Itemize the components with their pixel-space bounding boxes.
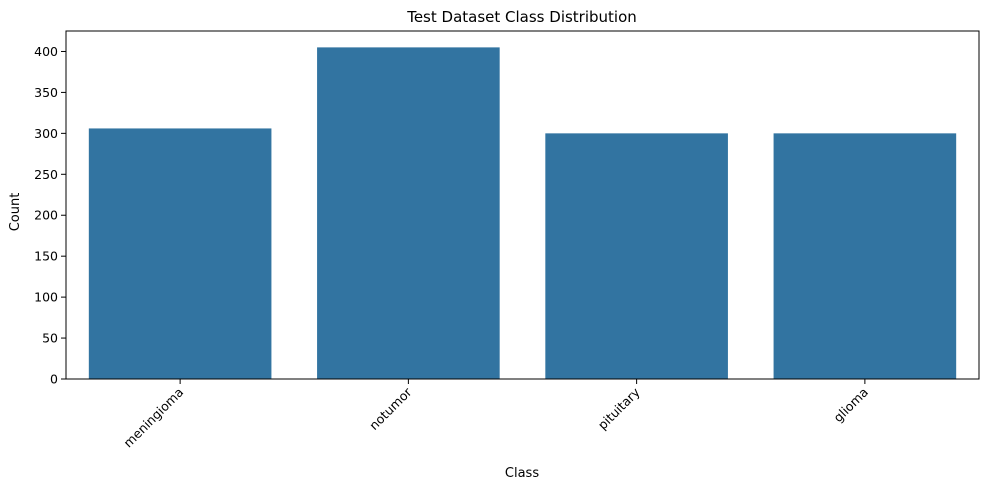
chart-title: Test Dataset Class Distribution	[406, 8, 637, 26]
bars	[88, 47, 957, 380]
y-tick-label: 400	[34, 44, 58, 59]
bar-meningioma	[88, 128, 272, 379]
y-tick-label: 300	[34, 126, 58, 141]
plot-frame	[65, 30, 980, 380]
bar-notumor	[317, 47, 500, 380]
y-tick-label: 50	[42, 331, 58, 346]
x-axis-label: Class	[505, 466, 539, 481]
y-tick-label: 250	[34, 167, 58, 182]
bar-pituitary	[545, 133, 728, 379]
bar-glioma	[773, 133, 957, 379]
y-tick-label: 100	[34, 290, 58, 305]
x-tick-label: meningioma	[120, 385, 186, 451]
x-tick-label: pituitary	[595, 384, 643, 432]
y-tick-label: 200	[34, 208, 58, 223]
y-axis-label: Count	[8, 193, 23, 232]
y-axis: 0 50 100 150 200 250 300 350 400	[34, 44, 66, 387]
x-tick-label: glioma	[830, 385, 871, 426]
x-tick-label: notumor	[366, 384, 415, 433]
y-tick-label: 0	[50, 372, 58, 387]
y-tick-label: 150	[34, 249, 58, 264]
x-axis: meningioma notumor pituitary glioma	[120, 379, 871, 450]
y-tick-label: 350	[34, 85, 58, 100]
